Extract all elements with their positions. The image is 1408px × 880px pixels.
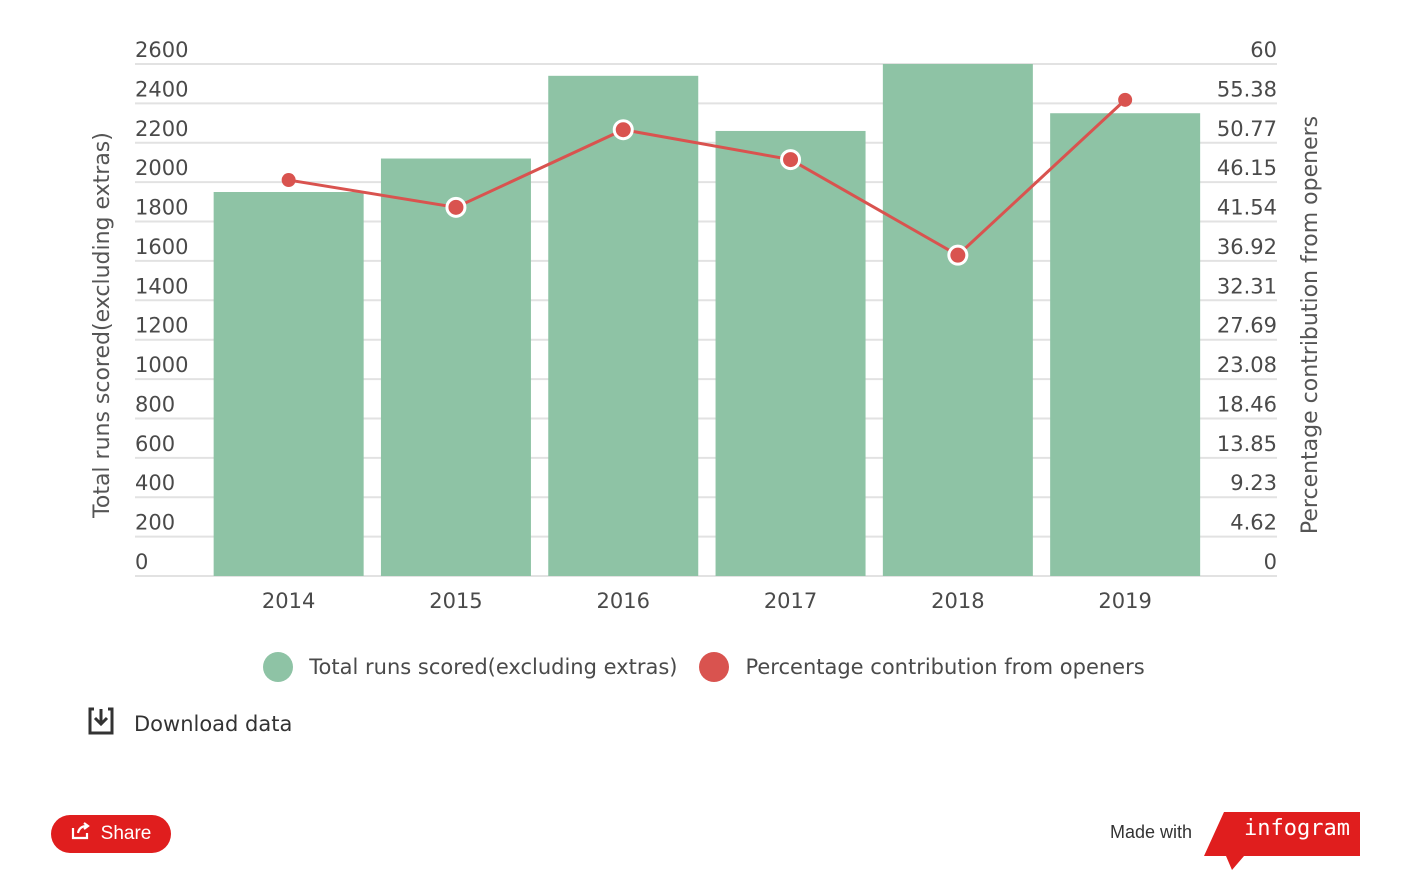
download-data-link[interactable]: Download data <box>86 706 292 741</box>
download-icon <box>86 706 116 741</box>
made-with-text: Made with <box>1110 822 1193 842</box>
legend-item-runs[interactable]: Total runs scored(excluding extras) <box>263 652 677 682</box>
y2-tick-label: 9.23 <box>1230 471 1277 495</box>
y-tick-label: 600 <box>135 432 175 456</box>
y2-tick-label: 18.46 <box>1217 392 1277 416</box>
bar-2018[interactable] <box>882 64 1033 576</box>
left-axis-ticks: 2600240022002000180016001400120010008006… <box>135 38 188 574</box>
bar-2015[interactable] <box>380 158 531 576</box>
y-tick-label: 0 <box>135 550 148 574</box>
line-point-2014[interactable] <box>281 173 296 188</box>
infogram-logo-text[interactable]: infogram <box>1244 816 1350 841</box>
legend-swatch-runs <box>263 652 294 682</box>
legend-swatch-openers <box>699 652 730 682</box>
share-button[interactable]: Share <box>51 815 171 853</box>
y-tick-label: 2600 <box>135 38 188 62</box>
right-axis-ticks: 60 55.38 50.77 46.15 41.54 36.92 32.31 27.69 23.… <box>1217 38 1277 574</box>
y2-tick-label: 13.85 <box>1217 432 1277 456</box>
bar-series <box>213 64 1201 577</box>
y2-tick-label: 23.08 <box>1217 353 1277 377</box>
x-tick-label: 2016 <box>597 589 650 613</box>
y-tick-label: 1600 <box>135 235 188 259</box>
share-label: Share <box>100 823 152 844</box>
line-point-2016[interactable] <box>612 119 634 141</box>
y-tick-label: 1800 <box>135 196 188 220</box>
right-axis-title: Percentage contribution from openers <box>1298 116 1323 534</box>
y2-tick-label: 4.62 <box>1230 511 1277 535</box>
y-tick-label: 200 <box>135 511 175 535</box>
bar-2017[interactable] <box>715 130 866 576</box>
y2-tick-label: 50.77 <box>1217 117 1277 141</box>
legend: Total runs scored(excluding extras) Perc… <box>0 652 1408 682</box>
y-tick-label: 1400 <box>135 274 188 298</box>
x-tick-label: 2018 <box>931 589 984 613</box>
share-icon <box>71 822 91 846</box>
x-tick-label: 2015 <box>429 589 482 613</box>
bar-2019[interactable] <box>1050 113 1201 576</box>
bar-2016[interactable] <box>548 75 699 577</box>
x-tick-label: 2019 <box>1098 589 1151 613</box>
bar-2014[interactable] <box>213 192 364 576</box>
y-tick-label: 400 <box>135 471 175 495</box>
chart: 2600240022002000180016001400120010008006… <box>90 38 1323 613</box>
download-label: Download data <box>134 711 293 736</box>
x-tick-label: 2017 <box>764 589 817 613</box>
infogram-logo-badge[interactable] <box>1204 812 1360 870</box>
y-tick-label: 1200 <box>135 314 188 338</box>
left-axis-title: Total runs scored(excluding extras) <box>90 132 115 519</box>
y2-tick-label: 60 <box>1250 38 1277 62</box>
y2-tick-label: 41.54 <box>1217 196 1277 220</box>
line-point-2019[interactable] <box>1118 92 1133 107</box>
legend-item-openers[interactable]: Percentage contribution from openers <box>699 652 1145 682</box>
legend-label-openers: Percentage contribution from openers <box>745 655 1145 679</box>
y-tick-label: 800 <box>135 392 175 416</box>
y-tick-label: 2200 <box>135 117 188 141</box>
y2-tick-label: 55.38 <box>1217 77 1277 101</box>
y-tick-label: 2400 <box>135 77 188 101</box>
legend-label-runs: Total runs scored(excluding extras) <box>309 655 678 679</box>
x-axis-ticks: 2014 2015 2016 2017 2018 2019 <box>262 589 1152 613</box>
line-series <box>281 92 1133 266</box>
y-tick-label: 1000 <box>135 353 188 377</box>
y2-tick-label: 32.31 <box>1217 274 1277 298</box>
openers-line <box>288 98 1127 257</box>
line-point-2018[interactable] <box>947 244 969 266</box>
line-point-2015[interactable] <box>445 196 467 218</box>
x-tick-label: 2014 <box>262 589 315 613</box>
line-point-2017[interactable] <box>780 149 802 171</box>
y2-tick-label: 0 <box>1264 550 1277 574</box>
y2-tick-label: 36.92 <box>1217 235 1277 259</box>
y2-tick-label: 27.69 <box>1217 314 1277 338</box>
y-tick-label: 2000 <box>135 156 188 180</box>
y2-tick-label: 46.15 <box>1217 156 1277 180</box>
